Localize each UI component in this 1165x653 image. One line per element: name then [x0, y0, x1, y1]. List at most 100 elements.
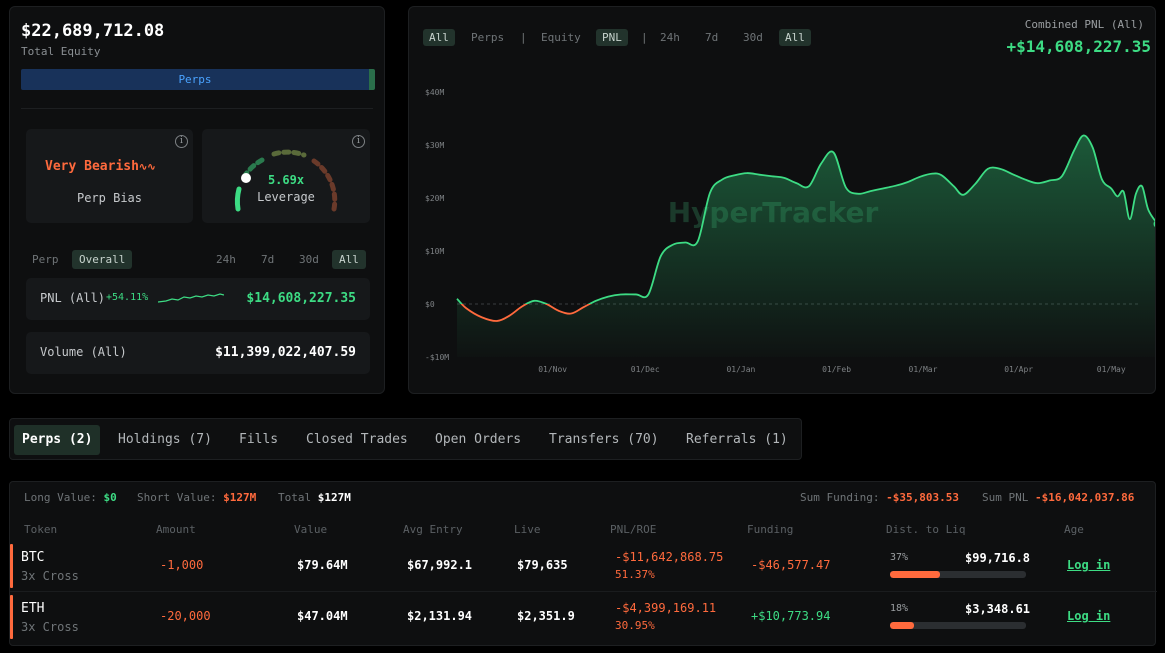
- tab-transfers[interactable]: Transfers (70): [549, 432, 659, 447]
- x-tick-label: 01/May: [1097, 365, 1126, 374]
- long-value-summary: Long Value: $0: [24, 491, 117, 504]
- position-pnl: -$11,642,868.75: [615, 550, 724, 564]
- position-roe: 30.95%: [615, 619, 655, 632]
- equity-allocation-bar: Perps: [21, 69, 375, 90]
- scope-overall[interactable]: Overall: [72, 250, 133, 269]
- pnl-series-line: [456, 134, 1155, 304]
- long-value: $0: [103, 491, 117, 504]
- tab-holdings[interactable]: Holdings (7): [118, 432, 212, 447]
- chart-toggle-equity[interactable]: Equity: [541, 31, 581, 44]
- y-tick-label: $40M: [425, 88, 444, 97]
- sum-funding-value: -$35,803.53: [886, 491, 959, 504]
- pnl-summary-row: PNL (All) +54.11% $14,608,227.35: [26, 278, 370, 320]
- chart-toggle-pnl[interactable]: PNL: [596, 29, 628, 46]
- timeframe-30d[interactable]: 30d: [299, 253, 319, 266]
- total-equity-value: $22,689,712.08: [21, 21, 165, 41]
- y-tick-label: $0: [425, 300, 435, 309]
- position-value: $47.04M: [297, 609, 348, 623]
- liq-distance-bar: [890, 622, 1026, 629]
- timeframe-24h[interactable]: 24h: [216, 253, 236, 266]
- chart-range-all[interactable]: All: [779, 29, 811, 46]
- gauge-segment-mid: [271, 149, 307, 158]
- tab-closed-trades[interactable]: Closed Trades: [306, 432, 408, 447]
- chart-toggle-perps[interactable]: Perps: [471, 31, 505, 44]
- liq-price: $99,716.8: [965, 551, 1031, 565]
- total-value-summary: Total $127M: [278, 491, 351, 504]
- position-amount: -20,000: [160, 609, 211, 623]
- margin-mode: 3x Cross: [21, 620, 79, 634]
- toggle-divider: |: [520, 31, 527, 44]
- pnl-value: $14,608,227.35: [246, 291, 356, 306]
- table-row[interactable]: ETH 3x Cross -20,000 $47.04M $2,131.94 $…: [10, 591, 1157, 641]
- perp-bias-value: Very Bearish∿∿: [45, 159, 156, 174]
- perp-bias-text: Very Bearish: [45, 159, 139, 174]
- liq-distance-fill: [890, 622, 915, 629]
- leverage-gauge: [234, 149, 338, 212]
- x-tick-label: 01/Dec: [631, 365, 660, 374]
- stats-filter-row: Perp Overall 24h 7d 30d All: [26, 250, 368, 269]
- login-link[interactable]: Log in: [1067, 558, 1111, 572]
- leverage-card: i 5.69x Leverage: [202, 129, 370, 223]
- token-symbol: BTC: [21, 550, 45, 565]
- sum-pnl-value: -$16,042,037.86: [1034, 491, 1135, 504]
- login-link[interactable]: Log in: [1067, 609, 1111, 623]
- gauge-needle-dot: [241, 173, 251, 183]
- column-header-amount[interactable]: Amount: [156, 523, 196, 536]
- volume-summary-row: Volume (All) $11,399,022,407.59: [26, 332, 370, 374]
- liq-distance-percent: 37%: [890, 552, 909, 563]
- chart-toggle-all[interactable]: All: [423, 29, 455, 46]
- short-value: $127M: [223, 491, 257, 504]
- combined-pnl-label: Combined PNL (All): [1024, 18, 1144, 31]
- position-amount: -1,000: [160, 558, 204, 572]
- column-header-pnl-roe[interactable]: PNL/ROE: [610, 523, 657, 536]
- column-header-dist-to-liq[interactable]: Dist. to Liq: [886, 523, 966, 536]
- pnl-last-point: [1153, 220, 1155, 228]
- gauge-segment-low: [234, 186, 242, 212]
- total-equity-label: Total Equity: [21, 45, 101, 58]
- column-header-avg-entry[interactable]: Avg Entry: [403, 523, 463, 536]
- y-tick-label: -$10M: [425, 353, 449, 362]
- volume-value: $11,399,022,407.59: [215, 345, 356, 360]
- positions-table: Long Value: $0 Short Value: $127M Total …: [9, 481, 1157, 646]
- liq-distance-bar: [890, 571, 1026, 578]
- sum-funding-label: Sum Funding:: [800, 491, 880, 504]
- scope-perp[interactable]: Perp: [32, 253, 59, 266]
- info-icon[interactable]: i: [352, 135, 365, 148]
- leverage-label: Leverage: [257, 190, 315, 204]
- chart-range-24h[interactable]: 24h: [660, 31, 680, 44]
- column-header-age[interactable]: Age: [1064, 523, 1084, 536]
- tab-open-orders[interactable]: Open Orders: [435, 432, 522, 447]
- liq-price: $3,348.61: [965, 602, 1031, 616]
- position-funding: +$10,773.94: [751, 609, 831, 623]
- leverage-value: 5.69x: [267, 173, 305, 187]
- column-header-funding[interactable]: Funding: [747, 523, 794, 536]
- column-header-value[interactable]: Value: [294, 523, 328, 536]
- x-tick-label: 01/Jan: [726, 365, 755, 374]
- tab-fills[interactable]: Fills: [239, 432, 279, 447]
- sum-pnl-label: Sum PNL: [982, 491, 1029, 504]
- position-value: $79.64M: [297, 558, 348, 572]
- position-roe: 51.37%: [615, 568, 655, 581]
- volume-label: Volume (All): [40, 345, 127, 359]
- chart-range-7d[interactable]: 7d: [705, 31, 719, 44]
- x-tick-label: 01/Feb: [822, 365, 851, 374]
- table-row[interactable]: BTC 3x Cross -1,000 $79.64M $67,992.1 $7…: [10, 541, 1157, 591]
- chart-range-30d[interactable]: 30d: [743, 31, 763, 44]
- position-funding: -$46,577.47: [751, 558, 831, 572]
- pnl-percent: +54.11%: [106, 292, 149, 303]
- pnl-area-fill: [457, 135, 1155, 357]
- timeframe-all[interactable]: All: [332, 250, 366, 269]
- column-header-token[interactable]: Token: [24, 523, 58, 536]
- short-value-summary: Short Value: $127M: [137, 491, 256, 504]
- margin-mode: 3x Cross: [21, 569, 79, 583]
- tab-perps[interactable]: Perps (2): [14, 425, 101, 455]
- perp-bias-label: Perp Bias: [76, 191, 143, 205]
- timeframe-7d[interactable]: 7d: [261, 253, 275, 266]
- pnl-area-chart: HyperTracker$40M$30M$20M$10M$0-$10M01/No…: [425, 88, 1155, 374]
- info-icon[interactable]: i: [175, 135, 188, 148]
- live-price: $79,635: [517, 558, 568, 572]
- x-tick-label: 01/Nov: [538, 365, 567, 374]
- column-header-live[interactable]: Live: [514, 523, 541, 536]
- x-tick-label: 01/Mar: [909, 365, 938, 374]
- tab-referrals[interactable]: Referrals (1): [686, 432, 788, 447]
